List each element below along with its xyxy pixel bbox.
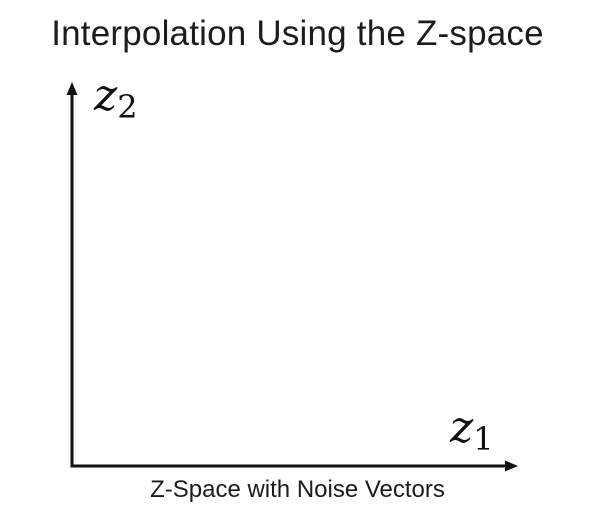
x-axis-label: z1 — [449, 402, 494, 458]
y-axis-subscript: 2 — [117, 88, 137, 126]
y-axis — [66, 82, 78, 466]
x-axis-arrowhead — [505, 460, 518, 472]
x-axis-variable: z — [449, 402, 474, 453]
x-axis — [70, 460, 518, 472]
diagram-caption: Z-Space with Noise Vectors — [150, 476, 445, 503]
slide-title: Interpolation Using the Z-space — [51, 14, 544, 53]
y-axis-arrowhead — [66, 82, 78, 95]
y-axis-label: z2 — [93, 70, 138, 126]
y-axis-variable: z — [93, 70, 118, 121]
x-axis-subscript: 1 — [473, 420, 493, 458]
